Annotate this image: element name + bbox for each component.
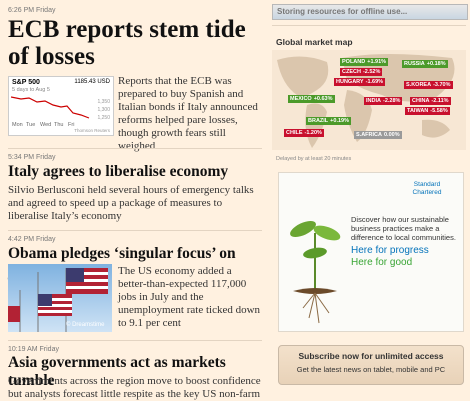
market-name: CHILE — [286, 130, 303, 136]
price-line — [11, 96, 90, 119]
summary: The US economy added a better-than-expec… — [118, 265, 261, 329]
market-change: -2.28% — [382, 98, 401, 104]
market-change: -2.52% — [362, 69, 381, 75]
timestamp: 10:19 AM Friday — [8, 346, 59, 353]
market-label: CHILE -1.20% — [284, 129, 324, 137]
timestamp: 6:26 PM Friday — [8, 7, 56, 14]
day-label: Mon — [12, 122, 23, 128]
level-label: 1,300 — [97, 107, 110, 113]
data-source: Thomson Reuters — [74, 128, 110, 133]
timestamp: 5:34 PM Friday — [8, 154, 56, 161]
market-label: MEXICO +0.63% — [288, 95, 335, 103]
day-label: Tue — [26, 122, 36, 128]
index-period: 5 days to Aug 5 — [12, 87, 50, 93]
summary: Governments across the region move to bo… — [8, 375, 261, 400]
market-change: -5.58% — [430, 108, 448, 114]
market-label: INDIA -2.28% — [364, 97, 403, 105]
divider — [8, 340, 262, 341]
market-name: TAIWAN — [407, 108, 429, 114]
market-name: CZECH — [342, 69, 361, 75]
image-credit: © Dreamstime — [66, 322, 105, 328]
level-label: 1,350 — [97, 99, 110, 105]
market-change: -1.69% — [365, 79, 384, 85]
map-note: Delayed by at least 20 minutes — [276, 156, 352, 162]
subscribe-box[interactable]: Subscribe now for unlimited access Get t… — [278, 345, 464, 385]
market-change: +0.19% — [330, 118, 349, 124]
market-change: +1.91% — [367, 59, 387, 65]
day-label: Wed — [40, 122, 52, 128]
summary: Reports that the ECB was prepared to buy… — [118, 75, 258, 152]
market-label: TAIWAN -5.58% — [405, 107, 450, 115]
headline[interactable]: ECB reports stem tide of losses — [8, 16, 246, 70]
level-label: 1,250 — [97, 115, 110, 121]
divider — [8, 230, 262, 231]
index-name: S&P 500 — [12, 79, 40, 86]
divider — [272, 25, 466, 26]
ad-slogan: Here for good — [351, 257, 413, 268]
market-label: CHINA -2.11% — [410, 97, 451, 105]
market-change: -1.20% — [304, 130, 322, 136]
subscribe-text: Get the latest news on tablet, mobile an… — [296, 365, 446, 374]
ad-text: Discover how our sustainable business pr… — [351, 215, 456, 242]
timestamp: 4:42 PM Friday — [8, 236, 56, 243]
status-text: Storing resources for offline use... — [277, 7, 408, 16]
progress-bar: Storing resources for offline use... — [272, 4, 468, 20]
headline[interactable]: Italy agrees to liberalise economy — [8, 163, 229, 180]
advert[interactable]: Standard Chartered Discover how our sust… — [278, 172, 464, 332]
market-name: CHINA — [412, 98, 430, 104]
market-name: BRAZIL — [308, 118, 329, 124]
market-label: POLAND +1.91% — [340, 58, 389, 66]
market-name: RUSSIA — [404, 61, 425, 67]
market-change: -2.11% — [431, 98, 449, 104]
market-label: S.KOREA -3.70% — [404, 81, 453, 89]
headline[interactable]: Asia governments act as markets tumble — [8, 354, 226, 389]
market-change: 0.00% — [383, 132, 400, 138]
day-label: Fri — [68, 122, 75, 128]
market-name: MEXICO — [290, 96, 312, 102]
plant-illustration — [290, 220, 341, 324]
market-change: +0.18% — [426, 61, 446, 67]
ad-slogan: Here for progress — [351, 245, 429, 256]
market-change: +0.63% — [313, 96, 333, 102]
market-name: POLAND — [342, 59, 366, 65]
market-name: S.AFRICA — [356, 132, 382, 138]
divider — [8, 148, 262, 149]
map-title: Global market map — [276, 37, 353, 47]
market-label: BRAZIL +0.19% — [306, 117, 351, 125]
market-name: S.KOREA — [406, 82, 432, 88]
stock-widget[interactable]: S&P 500 1185.43 USD 5 days to Aug 5 Thom… — [8, 76, 114, 136]
market-label: CZECH -2.52% — [340, 68, 383, 76]
day-label: Thu — [54, 122, 64, 128]
market-change: -3.70% — [433, 82, 451, 88]
summary: Silvio Berlusconi held several hours of … — [8, 184, 254, 222]
index-price: 1185.43 USD — [74, 79, 110, 85]
article-image[interactable]: © Dreamstime — [8, 264, 112, 332]
market-label: HUNGARY -1.69% — [334, 78, 386, 86]
market-name: HUNGARY — [336, 79, 364, 85]
subscribe-title: Subscribe now for unlimited access — [298, 351, 444, 361]
ad-brand: Standard Chartered — [412, 181, 442, 196]
market-label: RUSSIA +0.18% — [402, 60, 448, 68]
flags-illustration — [8, 268, 108, 332]
market-name: INDIA — [366, 98, 381, 104]
market-label: S.AFRICA 0.00% — [354, 131, 402, 139]
sparkline — [11, 96, 90, 119]
